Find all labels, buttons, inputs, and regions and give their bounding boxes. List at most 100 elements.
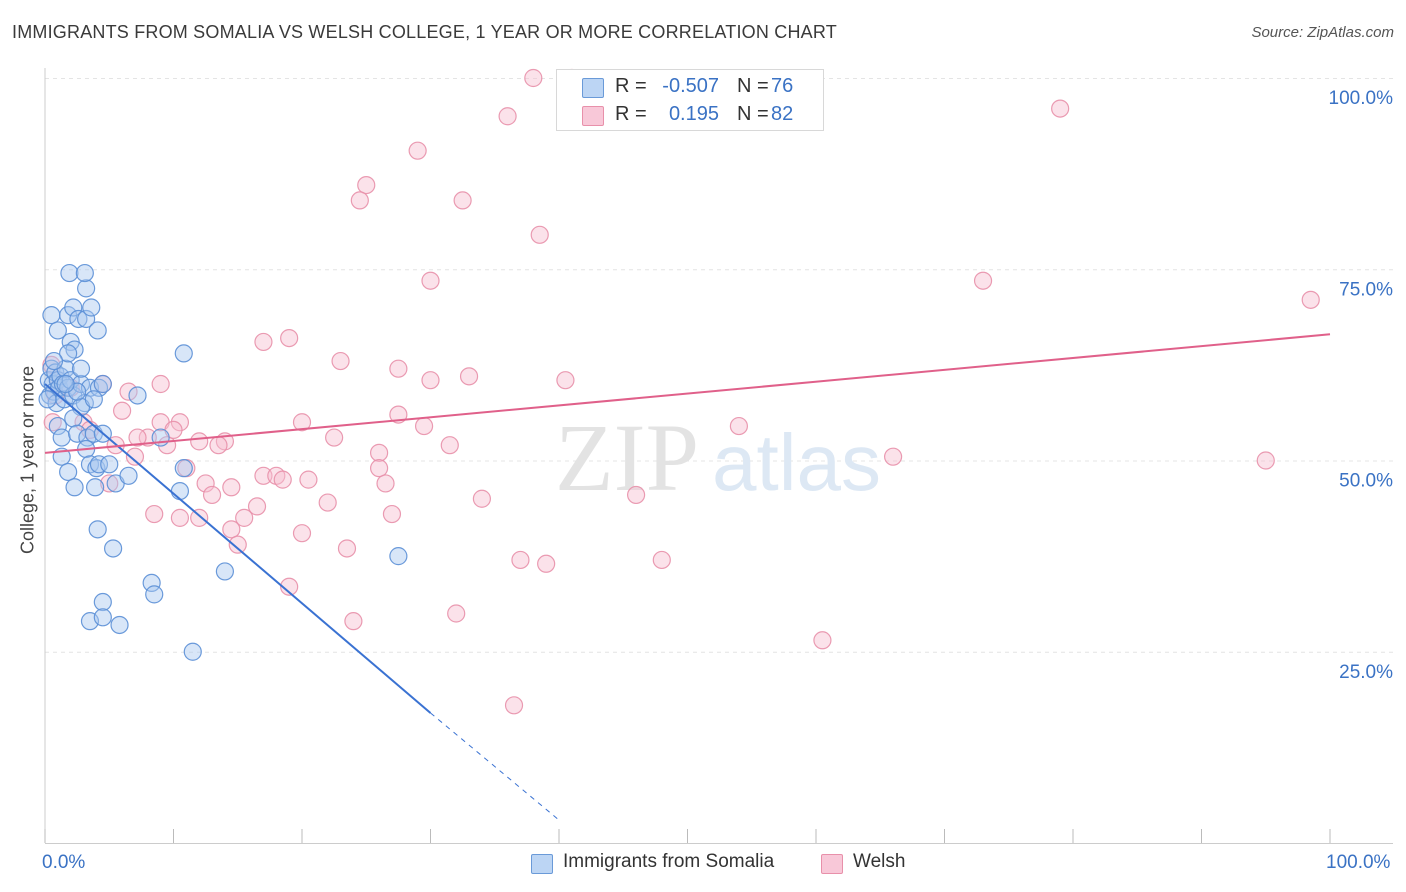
somalia-point [64,409,83,428]
grid-lines [45,78,1393,653]
welsh-points [42,68,1320,715]
welsh-point [883,447,903,466]
welsh-point [389,359,408,378]
welsh-point [222,478,241,497]
legend-somalia-swatch [531,854,553,874]
welsh-r-label: R = [615,103,647,125]
welsh-point [325,428,344,447]
welsh-point [170,508,190,527]
welsh-point [280,577,299,596]
somalia-point [38,390,57,409]
somalia-point [93,374,112,394]
welsh-point [556,371,575,390]
welsh-r-value: 0.195 [668,103,719,125]
welsh-point [511,550,530,570]
welsh-point [337,539,357,558]
watermark-zip: ZIP [555,404,699,511]
somalia-point [86,478,105,497]
welsh-point [813,631,832,650]
welsh-point [112,401,132,420]
welsh-point [190,508,209,527]
chart-title: IMMIGRANTS FROM SOMALIA VS WELSH COLLEGE… [12,22,837,42]
somalia-point [145,585,164,604]
welsh-point [414,416,434,436]
somalia-trend-line [44,383,432,714]
welsh-point [382,504,402,524]
somalia-point [93,592,112,612]
somalia-point [93,608,112,627]
welsh-point [254,332,273,352]
somalia-points [38,263,408,661]
welsh-point [100,474,119,493]
welsh-point [376,474,395,493]
welsh-point [273,470,292,489]
welsh-swatch [582,106,604,126]
welsh-point [190,432,209,451]
welsh-point [459,367,479,386]
somalia-r-label: R = [615,75,647,97]
somalia-point [48,321,67,340]
legend-somalia-label: Immigrants from Somalia [563,851,775,872]
welsh-point [472,489,491,508]
welsh-point [453,191,472,210]
welsh-point [498,107,517,126]
welsh-point [537,554,556,573]
somalia-point [89,455,109,474]
welsh-point [440,436,459,455]
welsh-point [973,271,993,290]
welsh-point [254,466,273,485]
welsh-point [299,470,318,489]
somalia-trend-extension [430,712,560,821]
somalia-point [82,298,101,317]
somalia-point [52,428,71,447]
welsh-point [128,428,147,447]
welsh-point [202,485,222,505]
welsh-point [626,485,646,505]
watermark: ZIP atlas [555,404,881,511]
welsh-point [370,459,389,478]
welsh-point [421,371,440,390]
somalia-point [65,478,84,497]
somalia-point [48,416,67,436]
somalia-point [60,263,79,283]
welsh-point [222,520,241,539]
welsh-trend-line [44,333,1331,454]
welsh-point [1256,451,1275,470]
welsh-point [247,497,267,516]
somalia-swatch [582,78,604,98]
somalia-point [77,279,96,298]
x-tick-label-min: 0.0% [42,852,86,873]
welsh-point [125,447,145,466]
y-tick-label-25: 25.0% [1339,662,1393,683]
watermark-atlas: atlas [712,418,881,507]
legend-welsh-swatch [821,854,843,874]
somalia-point [110,615,129,635]
somalia-n-label: N = [737,75,769,97]
welsh-point [292,413,312,432]
somalia-r-value: -0.507 [662,75,719,97]
somalia-point [215,562,234,581]
welsh-point [292,524,312,543]
y-tick-label-50: 50.0% [1339,471,1393,492]
somalia-point [64,298,83,317]
somalia-point [100,455,119,474]
y-tick-label-100: 100.0% [1329,88,1394,109]
welsh-point [350,191,369,210]
y-axis-label: College, 1 year or more [17,365,38,555]
legend-welsh-label: Welsh [853,851,906,872]
welsh-point [228,535,247,554]
welsh-point [357,176,376,195]
somalia-point [128,386,147,405]
welsh-point [408,141,427,160]
somalia-point [56,374,75,394]
stats-box: R = -0.507 N = 76 R = 0.195 N = 82 [556,69,824,131]
welsh-point [421,271,440,290]
welsh-point [145,504,164,524]
somalia-point [88,321,107,340]
somalia-point [77,309,96,329]
welsh-point [235,508,254,527]
somalia-point [59,462,78,482]
welsh-point [530,225,549,244]
welsh-point [652,550,671,570]
